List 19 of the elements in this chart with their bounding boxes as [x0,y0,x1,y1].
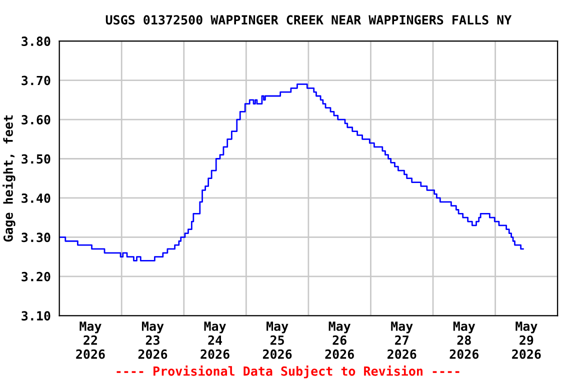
y-tick-label: 3.40 [22,193,50,203]
y-tick-label: 3.60 [22,115,50,124]
y-tick-label: 3.20 [22,272,50,282]
x-tick-label: May 25 2026 [262,322,292,359]
x-tick-label: May 27 2026 [388,322,416,359]
y-axis-title: Gage height, feet [2,115,16,242]
y-tick-label: 3.70 [22,76,50,86]
y-tick-label: 3.30 [22,232,50,242]
text: ---- Provisional Data Subject to Revision ---- [116,365,460,378]
x-tick-label: May 23 2026 [138,322,168,359]
y-tick-label: 3.80 [22,36,50,46]
x-tick-label: May 26 2026 [325,322,354,359]
chart-title: USGS 01372500 WAPPINGER CREEK NEAR WAPPINGERS FALLS NY [106,15,512,25]
x-tick-label: May 28 2026 [450,322,479,359]
y-tick-label: 3.50 [22,154,50,164]
x-tick-label: May 29 2026 [512,322,541,359]
x-tick-label: May 22 2026 [76,322,105,359]
x-tick-label: May 24 2026 [200,322,230,359]
y-tick-label: 3.10 [22,311,50,321]
